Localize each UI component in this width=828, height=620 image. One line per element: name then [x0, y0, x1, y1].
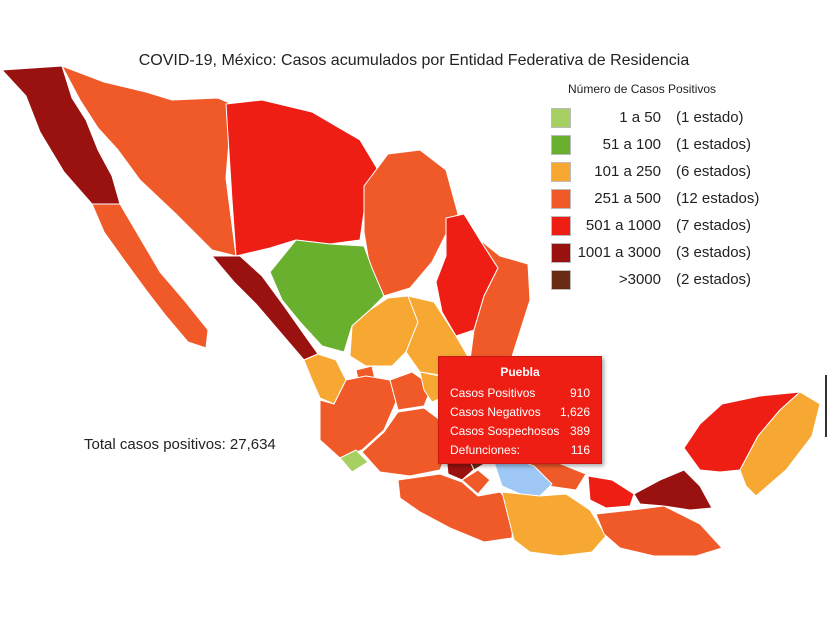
state-guerrero[interactable]	[397, 473, 515, 543]
legend-count: (1 estado)	[676, 109, 744, 126]
legend-swatch	[551, 108, 571, 128]
legend-range: 101 a 250	[594, 163, 661, 180]
legend-swatch	[551, 216, 571, 236]
legend-range: 51 a 100	[602, 136, 661, 153]
legend-range: >3000	[618, 271, 661, 288]
tooltip-row-defunciones: Defunciones: 116	[450, 443, 590, 459]
tooltip-state-name: Puebla	[500, 365, 540, 379]
tooltip-label: Casos Sospechosos	[450, 424, 560, 438]
state-chiapas[interactable]	[595, 505, 723, 557]
legend-count: (1 estados)	[676, 136, 752, 153]
tooltip-label: Casos Positivos	[450, 386, 536, 400]
legend-count: (7 estados)	[676, 217, 752, 234]
legend-count: (6 estados)	[676, 163, 752, 180]
map-title: COVID-19, México: Casos acumulados por E…	[138, 52, 690, 69]
legend-count: (12 estados)	[676, 190, 760, 207]
legend-title: Número de Casos Positivos	[568, 82, 717, 96]
state-morelos[interactable]	[461, 469, 491, 495]
tooltip-value: 389	[569, 424, 590, 438]
legend-swatch	[551, 189, 571, 209]
state-baja-california-sur[interactable]	[91, 203, 209, 349]
tooltip-label: Casos Negativos	[450, 405, 541, 419]
state-oaxaca[interactable]	[501, 491, 607, 557]
state-chihuahua[interactable]	[225, 99, 385, 257]
scrollbar-edge	[825, 375, 827, 437]
state-baja-california[interactable]	[1, 65, 121, 205]
legend-range: 1 a 50	[619, 109, 661, 126]
tooltip-value: 1,626	[559, 405, 590, 419]
state-colima[interactable]	[339, 449, 369, 473]
state-tooltip: Puebla Casos Positivos 910 Casos Negativ…	[438, 356, 602, 464]
tooltip-row-negativos: Casos Negativos 1,626	[450, 405, 590, 421]
state-quintana-roo[interactable]	[739, 391, 821, 497]
tooltip-label: Defunciones:	[450, 443, 521, 457]
state-campeche[interactable]	[633, 469, 713, 511]
tooltip-value: 116	[570, 443, 590, 457]
state-tabasco[interactable]	[587, 475, 635, 509]
legend-range: 501 a 1000	[585, 217, 661, 234]
legend-swatch	[551, 135, 571, 155]
legend-swatch	[551, 162, 571, 182]
total-positive-cases: Total casos positivos: 27,634	[84, 436, 276, 453]
legend-count: (2 estados)	[676, 271, 752, 288]
legend-count: (3 estados)	[676, 244, 752, 261]
legend-swatch	[551, 270, 571, 290]
legend-range: 1001 a 3000	[577, 244, 661, 261]
tooltip-value: 910	[569, 386, 590, 400]
legend-range: 251 a 500	[594, 190, 661, 207]
tooltip-row-positivos: Casos Positivos 910	[450, 386, 590, 402]
legend-swatch	[551, 243, 571, 263]
tooltip-row-sospechosos: Casos Sospechosos 389	[450, 424, 590, 440]
